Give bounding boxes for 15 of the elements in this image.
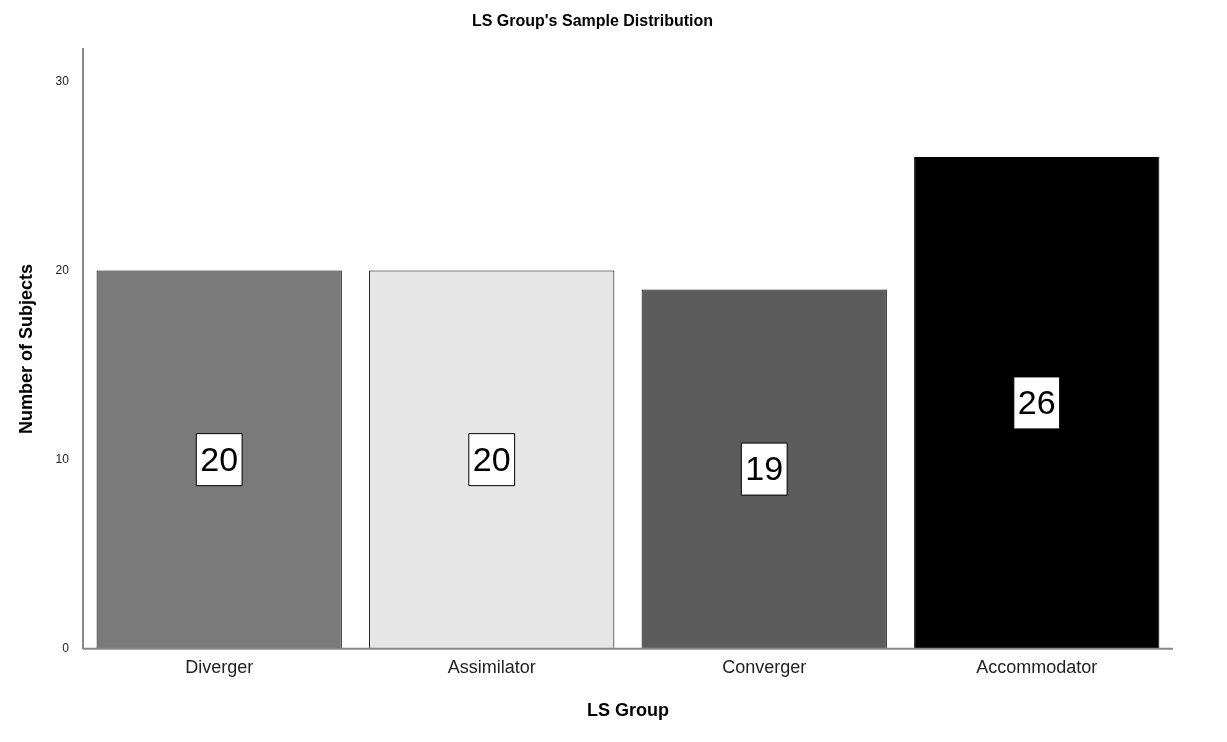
data-label: 20 — [200, 440, 239, 479]
data-label: 20 — [472, 440, 511, 479]
y-tick-label: 0 — [62, 641, 70, 656]
y-tick-label: 10 — [55, 451, 70, 466]
x-tick-label: Converger — [722, 656, 807, 677]
chart-title: LS Group's Sample Distribution — [471, 12, 714, 30]
x-axis-title: LS Group — [586, 700, 669, 721]
x-tick-label: Accommodator — [976, 656, 1098, 677]
x-tick-label: Assimilator — [447, 656, 536, 677]
y-tick-label: 30 — [55, 73, 70, 88]
y-tick-label: 20 — [55, 262, 70, 277]
x-tick-label: Diverger — [185, 656, 254, 677]
y-axis-title: Number of Subjects — [15, 263, 36, 435]
data-label: 26 — [1017, 383, 1056, 422]
data-label: 19 — [745, 449, 784, 488]
